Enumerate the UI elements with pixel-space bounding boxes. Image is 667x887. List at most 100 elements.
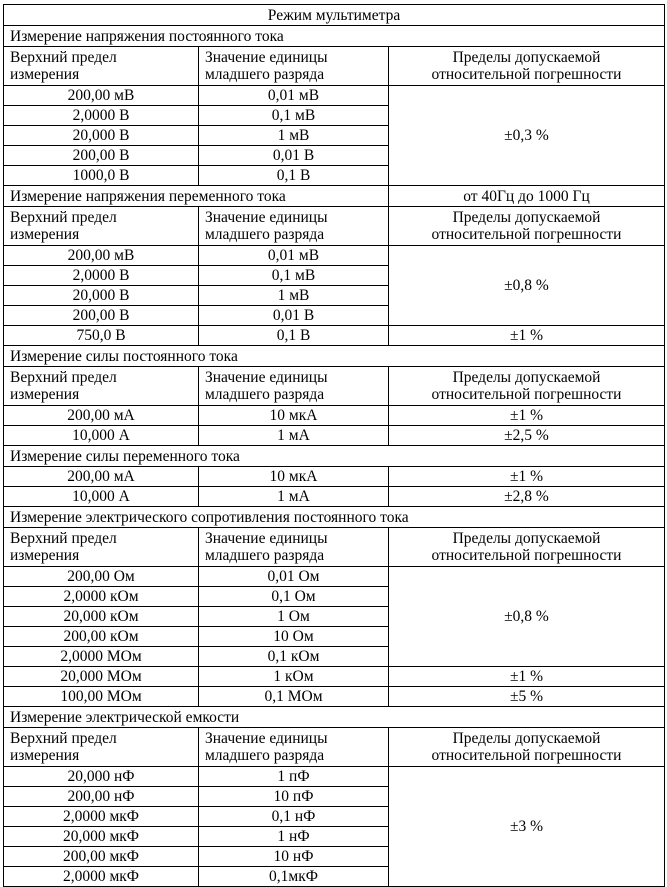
cell-lsd-unit: 10 Ом bbox=[198, 626, 389, 647]
section-title-row: Измерение электрической емкости bbox=[2, 706, 666, 728]
table-title: Режим мультиметра bbox=[2, 4, 666, 26]
table-row: 200,00 В 0,01 В bbox=[3, 305, 665, 326]
cell-error-limit: ±0,8 % bbox=[387, 245, 666, 326]
cell-lsd-unit: 0,1 В bbox=[198, 325, 389, 346]
cell-lsd-unit: 10 мкА bbox=[198, 466, 389, 487]
table-row: 2,0000 кОм 0,1 Ом bbox=[3, 586, 665, 607]
cell-lsd-unit: 0,01 мВ bbox=[198, 245, 389, 266]
table-row: 2,0000 МОм 0,1 кОм bbox=[3, 646, 665, 667]
section-title: Измерение силы постоянного тока bbox=[2, 345, 666, 367]
table-row: 20,000 кОм 1 Ом bbox=[3, 606, 665, 627]
cell-upper-limit: 20,000 МОм bbox=[3, 666, 199, 687]
cell-error-limit: ±1 % bbox=[387, 666, 666, 687]
column-header-lsd-unit: Значение единицы младшего разряда bbox=[198, 46, 389, 86]
cell-upper-limit: 100,00 МОм bbox=[3, 686, 199, 707]
cell-error-limit: ±0,3 % bbox=[387, 85, 666, 186]
table-row: 200,00 мВ 0,01 мВ ±0,8 % bbox=[3, 245, 666, 326]
cell-upper-limit: 10,000 А bbox=[3, 425, 199, 446]
column-header-error-limit: Пределы допускаемой относительной погреш… bbox=[387, 527, 666, 567]
cell-upper-limit: 2,0000 мкФ bbox=[3, 866, 199, 887]
cell-upper-limit: 200,00 В bbox=[3, 305, 199, 326]
cell-lsd-unit: 0,1 Ом bbox=[198, 586, 389, 607]
cell-lsd-unit: 1 нФ bbox=[198, 826, 389, 847]
cell-lsd-unit: 0,01 Ом bbox=[198, 566, 389, 587]
cell-lsd-unit: 0,1 мВ bbox=[198, 105, 389, 126]
section-title-row: Измерение электрического сопротивления п… bbox=[2, 506, 666, 528]
cell-upper-limit: 20,000 мкФ bbox=[3, 826, 199, 847]
multimeter-spec-table: Режим мультиметра Измерение напряжения п… bbox=[2, 4, 666, 887]
column-header-lsd-unit: Значение единицы младшего разряда bbox=[198, 366, 389, 406]
cell-upper-limit: 20,000 кОм bbox=[3, 606, 199, 627]
cell-lsd-unit: 0,1 нФ bbox=[198, 806, 389, 827]
cell-lsd-unit: 0,1 мВ bbox=[198, 265, 389, 286]
cell-upper-limit: 2,0000 В bbox=[3, 265, 199, 286]
cell-upper-limit: 200,00 кОм bbox=[3, 626, 199, 647]
section-title: Измерение напряжения постоянного тока bbox=[2, 25, 666, 47]
cell-upper-limit: 200,00 Ом bbox=[3, 566, 199, 587]
column-header-lsd-unit: Значение единицы младшего разряда bbox=[198, 206, 389, 246]
cell-upper-limit: 20,000 нФ bbox=[3, 766, 199, 787]
table-row: 2,0000 мкФ 0,1 нФ bbox=[3, 806, 665, 827]
cell-lsd-unit: 1 пФ bbox=[198, 766, 389, 787]
cell-upper-limit: 200,00 мА bbox=[3, 466, 199, 487]
cell-upper-limit: 200,00 мВ bbox=[3, 85, 199, 106]
cell-lsd-unit: 1 мВ bbox=[198, 285, 389, 306]
section-title: Измерение силы переменного тока bbox=[2, 445, 666, 467]
cell-error-limit: ±2,5 % bbox=[387, 425, 666, 446]
cell-lsd-unit: 1 мВ bbox=[198, 125, 389, 146]
section-title: Измерение электрической емкости bbox=[2, 706, 666, 728]
cell-lsd-unit: 1 Ом bbox=[198, 606, 389, 627]
cell-lsd-unit: 0,1 В bbox=[198, 165, 389, 186]
cell-lsd-unit: 0,1 кОм bbox=[198, 646, 389, 667]
cell-error-limit: ±0,8 % bbox=[387, 566, 666, 667]
cell-lsd-unit: 1 кОм bbox=[198, 666, 389, 687]
column-header-error-limit: Пределы допускаемой относительной погреш… bbox=[387, 366, 666, 406]
table-row: 200,00 Ом 0,01 Ом ±0,8 % bbox=[3, 566, 666, 667]
section-title-row: Измерение силы переменного тока bbox=[2, 445, 666, 467]
section-title: Измерение электрического сопротивления п… bbox=[2, 506, 666, 528]
section-title-row: Измерение напряжения постоянного тока bbox=[2, 25, 666, 47]
cell-lsd-unit: 0,1мкФ bbox=[198, 866, 389, 887]
cell-upper-limit: 200,00 мкФ bbox=[3, 846, 199, 867]
table-row: 200,00 кОм 10 Ом bbox=[3, 626, 665, 647]
column-header-upper-limit: Верхний предел измерения bbox=[3, 727, 199, 767]
section-title: Измерение напряжения переменного тока bbox=[3, 185, 389, 207]
cell-upper-limit: 200,00 В bbox=[3, 145, 199, 166]
cell-error-limit: ±5 % bbox=[387, 686, 666, 707]
column-header-upper-limit: Верхний предел измерения bbox=[3, 527, 199, 567]
cell-upper-limit: 1000,0 В bbox=[3, 165, 199, 186]
column-header-row: Верхний предел измерения Значение единицы… bbox=[3, 366, 666, 406]
column-header-error-limit: Пределы допускаемой относительной погреш… bbox=[387, 727, 666, 767]
cell-error-limit: ±1 % bbox=[387, 466, 666, 487]
section-title-row: Измерение напряжения переменного тока от … bbox=[3, 185, 666, 207]
cell-upper-limit: 20,000 В bbox=[3, 285, 199, 306]
column-header-error-limit: Пределы допускаемой относительной погреш… bbox=[387, 206, 666, 246]
column-header-row: Верхний предел измерения Значение единицы… bbox=[3, 206, 666, 246]
table-row: 750,0 В 0,1 В ±1 % bbox=[3, 325, 666, 346]
table-title-row: Режим мультиметра bbox=[2, 4, 666, 26]
table-row: 200,00 В 0,01 В bbox=[3, 145, 665, 166]
table-row: 200,00 мВ 0,01 мВ ±0,3 % bbox=[3, 85, 666, 186]
cell-lsd-unit: 10 мкА bbox=[198, 405, 389, 426]
cell-lsd-unit: 0,01 В bbox=[198, 145, 389, 166]
section-title-row: Измерение силы постоянного тока bbox=[2, 345, 666, 367]
table-row: 20,000 нФ 1 пФ ±3 % bbox=[3, 766, 666, 887]
cell-upper-limit: 2,0000 В bbox=[3, 105, 199, 126]
cell-error-limit: ±2,8 % bbox=[387, 486, 666, 507]
column-header-row: Верхний предел измерения Значение единицы… bbox=[3, 727, 666, 767]
cell-error-limit: ±1 % bbox=[387, 325, 666, 346]
column-header-upper-limit: Верхний предел измерения bbox=[3, 206, 199, 246]
cell-upper-limit: 2,0000 кОм bbox=[3, 586, 199, 607]
table-row: 100,00 МОм 0,1 МОм ±5 % bbox=[3, 686, 666, 707]
column-header-error-limit: Пределы допускаемой относительной погреш… bbox=[387, 46, 666, 86]
cell-upper-limit: 750,0 В bbox=[3, 325, 199, 346]
cell-upper-limit: 2,0000 МОм bbox=[3, 646, 199, 667]
cell-lsd-unit: 1 мА bbox=[198, 486, 389, 507]
cell-upper-limit: 200,00 нФ bbox=[3, 786, 199, 807]
table-row: 2,0000 В 0,1 мВ bbox=[3, 265, 665, 286]
column-header-row: Верхний предел измерения Значение единицы… bbox=[3, 527, 666, 567]
cell-error-limit: ±1 % bbox=[387, 405, 666, 426]
